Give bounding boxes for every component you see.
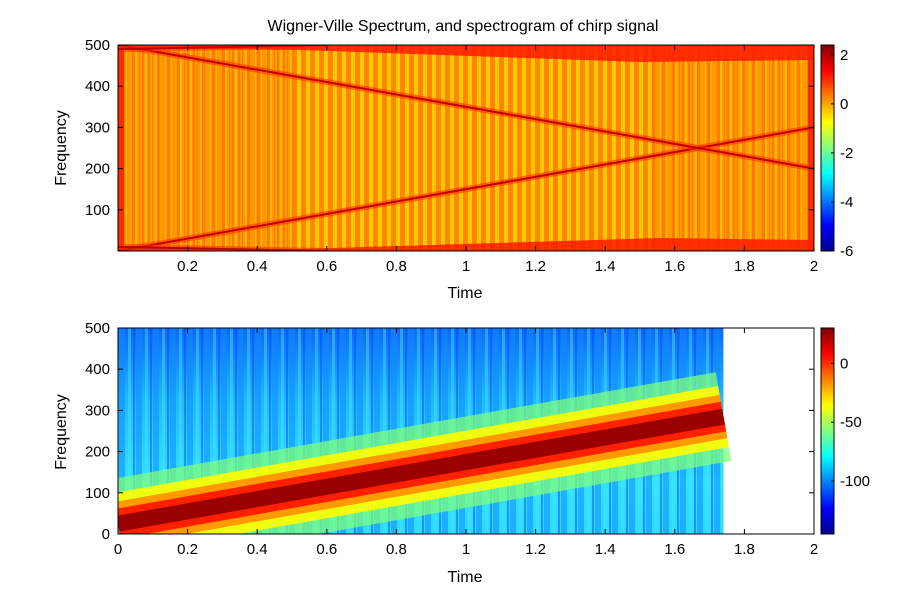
spec-y-tick-label: 500 — [85, 320, 110, 337]
spec-x-tick-label: 0.4 — [247, 541, 268, 558]
wv-x-tick-label: 0.4 — [247, 258, 268, 275]
spec-x-tick-label: 0.2 — [177, 541, 198, 558]
wv-red-right — [808, 45, 814, 251]
wv-y-tick-label: 200 — [85, 161, 110, 178]
wv-colorbar — [820, 44, 835, 252]
wv-y-axis-label: Frequency — [53, 110, 70, 186]
wv-x-tick-label: 1 — [462, 258, 470, 275]
wv-colorbar-tick-label: 0 — [840, 96, 848, 113]
wv-plot-area — [118, 45, 814, 251]
wv-x-tick-label: 1.6 — [664, 258, 685, 275]
wv-ridge-alias-low — [118, 245, 327, 251]
spec-x-tick-label: 1.2 — [525, 541, 546, 558]
wv-x-tick-label: 1.4 — [595, 258, 616, 275]
spec-x-tick-label: 0.6 — [316, 541, 337, 558]
wv-ridge-alias-high — [118, 45, 327, 51]
spec-y-tick-label: 400 — [85, 361, 110, 378]
wv-x-tick-label: 1.2 — [525, 258, 546, 275]
spec-x-tick-label: 1.8 — [734, 541, 755, 558]
wv-x-tick-label: 0.2 — [177, 258, 198, 275]
spec-y-axis-label: Frequency — [53, 394, 70, 470]
wv-y-tick-label: 300 — [85, 119, 110, 136]
spec-y-tick-label: 300 — [85, 402, 110, 419]
wv-x-axis-label: Time — [448, 285, 483, 302]
wv-x-tick-label: 2 — [810, 258, 818, 275]
wv-texture-left — [118, 45, 293, 251]
wv-colorbar-tick-label: -2 — [840, 145, 853, 162]
wv-texture-right — [650, 45, 814, 251]
spec-colorbar — [820, 327, 835, 535]
spec-colorbar-tick-label: 0 — [840, 355, 848, 372]
spec-y-tick-label: 0 — [102, 526, 110, 543]
spec-colorbar-tick-label: -50 — [840, 414, 862, 431]
spec-y-tick-label: 200 — [85, 444, 110, 461]
spec-x-tick-label: 1.4 — [595, 541, 616, 558]
spec-x-tick-label: 2 — [810, 541, 818, 558]
wv-y-tick-label: 400 — [85, 78, 110, 95]
wv-red-wedge-top — [118, 45, 814, 62]
spec-colorbar-tick-label: -100 — [840, 473, 870, 490]
spec-x-tick-label: 1 — [462, 541, 470, 558]
wv-x-tick-label: 1.8 — [734, 258, 755, 275]
spec-x-axis-label: Time — [448, 569, 483, 586]
wv-colorbar-tick-label: 2 — [840, 47, 848, 64]
wv-red-wedge-bottom — [118, 238, 814, 251]
spec-plot-area — [118, 328, 814, 534]
spec-x-tick-label: 1.6 — [664, 541, 685, 558]
spec-x-tick-label: 0.8 — [386, 541, 407, 558]
spec-ridge-band-darkred — [118, 408, 725, 532]
wv-colorbar-tick-label: -6 — [840, 243, 853, 260]
wv-ridge-chirp-image — [118, 45, 814, 170]
wv-x-tick-label: 0.8 — [386, 258, 407, 275]
wv-y-tick-label: 500 — [85, 37, 110, 54]
wv-colorbar-tick-label: -4 — [840, 194, 853, 211]
wv-y-tick-label: 100 — [85, 202, 110, 219]
chart-title: Wigner-Ville Spectrum, and spectrogram o… — [268, 18, 659, 35]
spec-y-tick-label: 100 — [85, 485, 110, 502]
wv-x-tick-label: 0.6 — [316, 258, 337, 275]
spec-x-tick-label: 0 — [114, 541, 122, 558]
wv-red-left — [118, 45, 124, 251]
